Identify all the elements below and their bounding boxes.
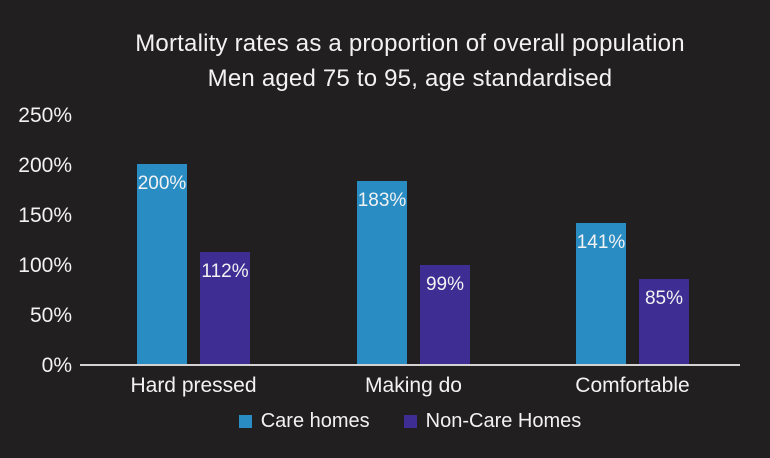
legend-label: Non-Care Homes — [425, 410, 582, 432]
bar-group: 141% 85% Comfortable — [575, 223, 690, 397]
y-tick-label: 0% — [41, 354, 72, 377]
bar-value-label: 183% — [357, 190, 407, 211]
chart-subtitle: Men aged 75 to 95, age standardised — [207, 65, 613, 92]
legend-item: Care homes — [238, 410, 370, 433]
bar-care-homes: 200% — [137, 164, 187, 364]
bar-value-label: 85% — [644, 288, 684, 309]
y-tick-label: 50% — [29, 304, 72, 327]
legend: Care homes Non-Care Homes — [80, 410, 740, 433]
bar-non-care-homes: 99% — [420, 265, 470, 364]
bar-non-care-homes: 112% — [200, 252, 250, 364]
legend-swatch-icon — [403, 415, 417, 428]
category-label: Making do — [365, 374, 462, 397]
bar-value-label: 99% — [425, 274, 465, 295]
legend-swatch-icon — [238, 415, 252, 428]
y-tick-label: 200% — [18, 154, 72, 177]
bar-group: 183% 99% Making do — [357, 181, 470, 397]
bar-non-care-homes: 85% — [639, 279, 689, 364]
chart-title-block: Mortality rates as a proportion of overa… — [80, 26, 740, 96]
y-tick-label: 250% — [18, 104, 72, 127]
bar-group: 200% 112% Hard pressed — [130, 164, 257, 397]
plot-area: 200% 112% Hard pressed 183% 99% Making do 141%… — [80, 116, 740, 397]
legend-label: Care homes — [260, 410, 370, 432]
bar-chart: 0% 50% 100% 150% 200% 250% 200% 112% Hard press… — [0, 104, 770, 397]
category-label: Hard pressed — [130, 374, 257, 397]
y-tick-label: 150% — [18, 204, 72, 227]
y-axis: 0% 50% 100% 150% 200% 250% — [0, 104, 72, 377]
bar-care-homes: 141% — [576, 223, 626, 364]
category-label: Comfortable — [575, 374, 690, 397]
bar-value-label: 112% — [201, 261, 249, 282]
bar-care-homes: 183% — [357, 181, 407, 364]
chart-title: Mortality rates as a proportion of overa… — [135, 30, 685, 57]
y-tick-label: 100% — [18, 254, 72, 277]
bar-value-label: 200% — [137, 173, 187, 194]
bar-value-label: 141% — [576, 232, 626, 253]
legend-item: Non-Care Homes — [403, 410, 582, 433]
